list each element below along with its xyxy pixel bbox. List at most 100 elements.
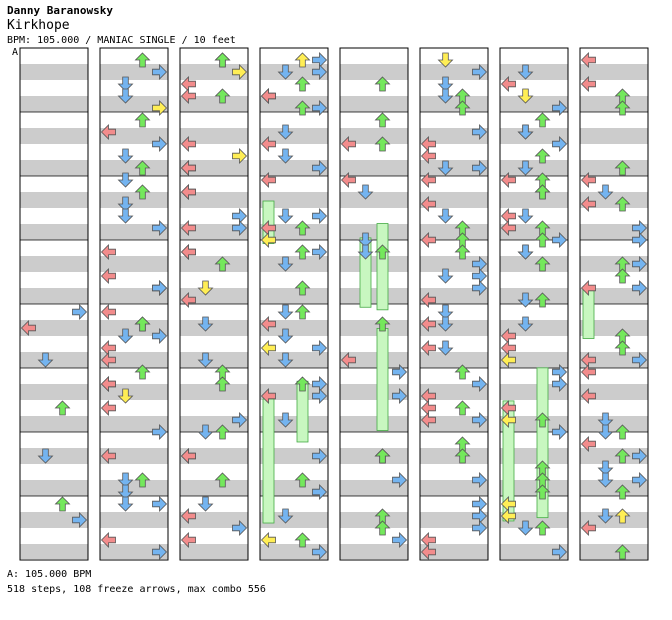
beat-stripe (580, 448, 648, 464)
beat-stripe (260, 64, 328, 80)
beat-stripe (20, 352, 88, 368)
step-arrow-icon (472, 160, 488, 176)
step-arrow-icon (580, 52, 596, 68)
artist-name: Danny Baranowsky (7, 4, 113, 17)
beat-stripe (180, 128, 248, 144)
beat-stripe (500, 256, 568, 272)
freeze-arrow (376, 327, 389, 431)
step-arrow-icon (357, 184, 374, 200)
beat-stripe (100, 128, 168, 144)
step-arrow-icon (180, 532, 196, 548)
step-arrow-icon (454, 100, 471, 116)
step-arrow-icon (552, 100, 568, 116)
beat-stripe (100, 96, 168, 112)
bpm-line: A: 105.000 BPM (7, 569, 92, 580)
beat-stripe (580, 416, 648, 432)
step-arrow-icon (534, 292, 551, 308)
step-arrow-icon (420, 172, 436, 188)
step-arrow-icon (374, 244, 391, 260)
beat-stripe (260, 160, 328, 176)
step-arrow-icon (534, 232, 551, 248)
beat-stripe (20, 544, 88, 560)
step-arrow-icon (232, 64, 248, 80)
beat-stripe (420, 480, 488, 496)
beat-stripe (340, 352, 408, 368)
step-arrow-icon (340, 172, 356, 188)
step-arrow-icon (614, 448, 631, 464)
step-arrow-icon (392, 388, 408, 404)
step-arrow-icon (312, 340, 328, 356)
beat-stripe (500, 480, 568, 496)
step-arrow-icon (392, 472, 408, 488)
step-arrow-icon (180, 508, 196, 524)
step-arrow-icon (100, 376, 116, 392)
step-arrow-icon (260, 172, 276, 188)
beat-stripe (20, 192, 88, 208)
step-arrow-icon (214, 52, 231, 68)
step-arrow-icon (500, 352, 516, 368)
step-arrow-icon (420, 148, 436, 164)
step-arrow-icon (277, 64, 294, 80)
beat-stripe (180, 448, 248, 464)
step-arrow-icon (100, 244, 116, 260)
step-arrow-icon (500, 508, 516, 524)
step-arrow-icon (117, 484, 134, 500)
step-arrow-icon (420, 340, 436, 356)
beat-stripe (260, 288, 328, 304)
step-arrow-icon (374, 76, 391, 92)
step-arrow-icon (517, 208, 534, 224)
step-arrow-icon (597, 412, 614, 428)
beat-stripe (420, 192, 488, 208)
step-arrow-icon (117, 76, 134, 92)
step-arrow-icon (312, 448, 328, 464)
step-arrow-icon (232, 220, 248, 236)
step-arrow-icon (197, 424, 214, 440)
step-arrow-icon (197, 496, 214, 512)
step-arrow-icon (632, 352, 648, 368)
step-arrow-icon (117, 88, 134, 104)
step-arrow-icon (277, 508, 294, 524)
beat-stripe (180, 288, 248, 304)
step-arrow-icon (534, 256, 551, 272)
beat-stripe (500, 448, 568, 464)
beat-stripe (100, 160, 168, 176)
beat-stripe (580, 352, 648, 368)
step-arrow-icon (294, 244, 311, 260)
beat-stripe (180, 544, 248, 560)
beat-stripe (260, 224, 328, 240)
step-arrow-icon (580, 436, 596, 452)
step-arrow-icon (277, 328, 294, 344)
beat-stripe (420, 416, 488, 432)
step-arrow-icon (312, 388, 328, 404)
step-arrow-icon (117, 388, 134, 404)
beat-stripe (580, 480, 648, 496)
beat-stripe (420, 320, 488, 336)
beat-stripe (500, 96, 568, 112)
beat-stripe (340, 416, 408, 432)
step-arrow-icon (552, 376, 568, 392)
step-arrow-icon (420, 544, 436, 560)
beat-stripe (580, 192, 648, 208)
beat-stripe (100, 512, 168, 528)
beat-stripe (340, 160, 408, 176)
beat-stripe (420, 96, 488, 112)
beat-stripe (500, 416, 568, 432)
step-arrow-icon (277, 304, 294, 320)
step-arrow-icon (517, 520, 534, 536)
beat-stripe (260, 416, 328, 432)
beat-stripe (580, 320, 648, 336)
step-arrow-icon (134, 184, 151, 200)
step-arrow-icon (100, 352, 116, 368)
step-arrow-icon (632, 472, 648, 488)
beat-stripe (180, 224, 248, 240)
step-arrow-icon (214, 424, 231, 440)
step-arrow-icon (134, 52, 151, 68)
step-arrow-icon (152, 328, 168, 344)
beat-stripe (340, 224, 408, 240)
beat-stripe (260, 352, 328, 368)
beat-stripe (340, 384, 408, 400)
beat-stripe (20, 128, 88, 144)
step-arrow-icon (152, 424, 168, 440)
step-arrow-icon (517, 64, 534, 80)
beat-stripe (420, 352, 488, 368)
